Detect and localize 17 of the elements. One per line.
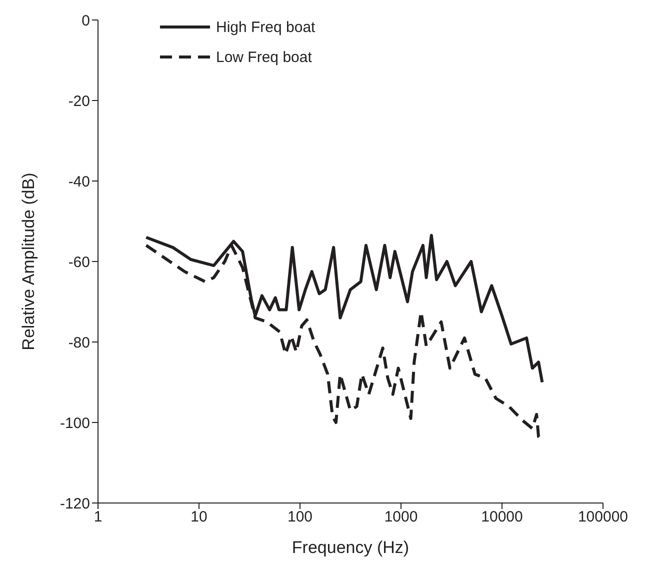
x-tick-label: 100 [287,508,313,526]
legend-label: High Freq boat [216,18,316,36]
y-tick-label: -60 [68,254,90,271]
y-tick-label: -80 [68,334,90,352]
legend-label: Low Freq boat [216,48,312,66]
x-tick-label: 10000 [481,508,523,526]
y-tick-label: -120 [60,495,90,512]
y-tick-label: -20 [68,92,90,110]
y-tick-label: 0 [82,12,90,30]
x-tick-label: 1 [94,508,102,526]
y-tick-label: -40 [68,173,90,190]
x-axis-title: Frequency (Hz) [292,538,410,557]
y-axis-title: Relative Amplitude (dB) [19,172,38,350]
x-tick-label: 1000 [384,508,418,526]
x-tick-label: 10 [190,508,208,526]
x-tick-label: 100000 [578,508,628,526]
y-tick-label: -100 [60,414,90,432]
